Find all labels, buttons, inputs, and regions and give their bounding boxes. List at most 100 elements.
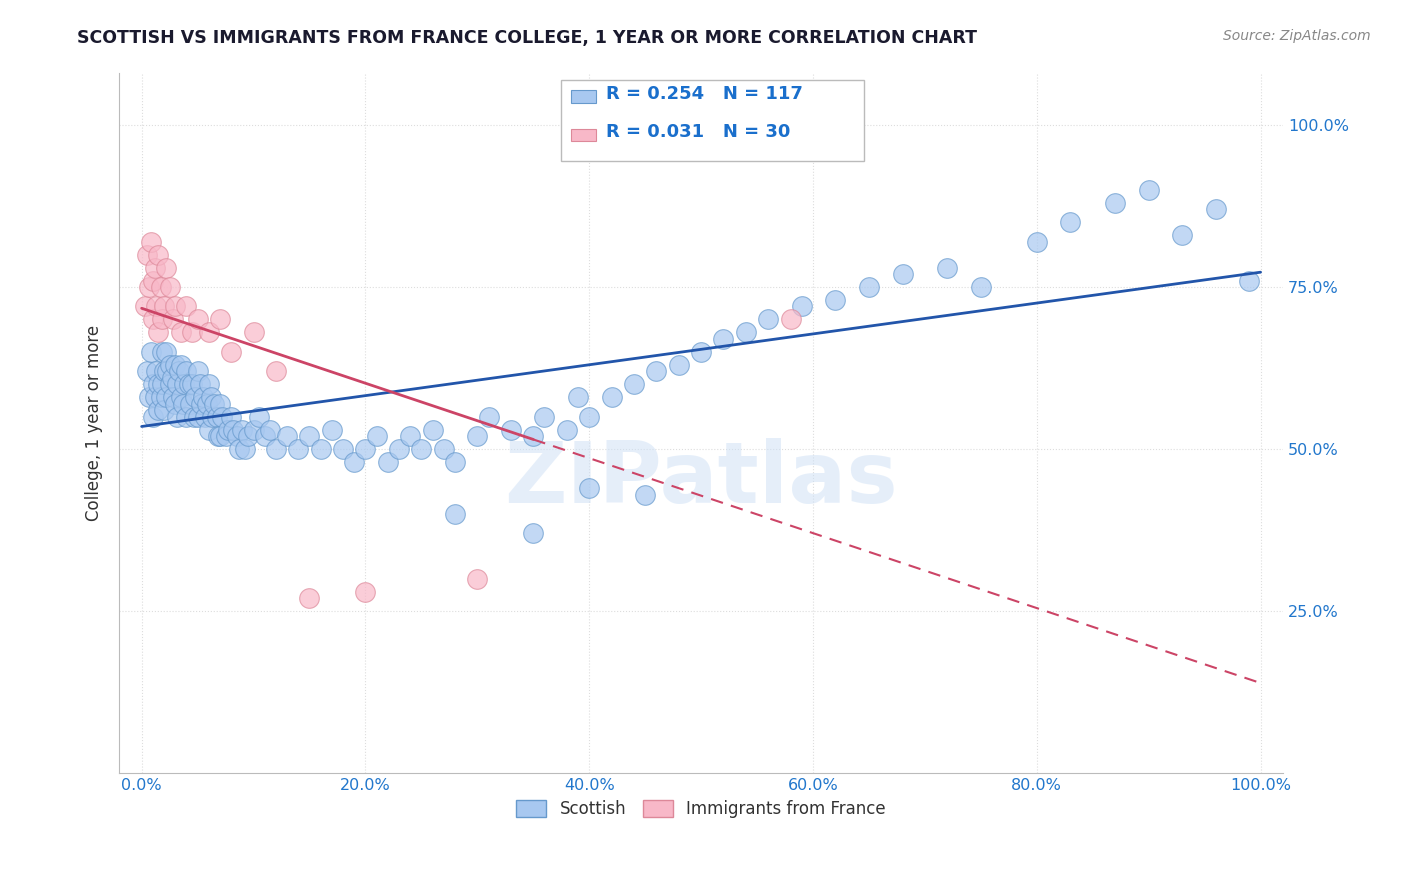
Point xyxy=(142,377,165,392)
Point xyxy=(713,332,735,346)
Point xyxy=(162,390,184,404)
Point xyxy=(522,429,544,443)
Point xyxy=(1171,228,1194,243)
Point xyxy=(134,300,156,314)
Point xyxy=(193,390,215,404)
Point xyxy=(399,429,422,443)
Point xyxy=(170,326,193,340)
Point xyxy=(465,429,488,443)
Point xyxy=(211,409,233,424)
Point xyxy=(343,455,366,469)
Point xyxy=(153,300,176,314)
Point xyxy=(167,364,190,378)
Point xyxy=(149,280,172,294)
Point xyxy=(1025,235,1047,249)
Point xyxy=(242,326,264,340)
Point xyxy=(287,442,309,457)
Point xyxy=(155,260,177,275)
Point xyxy=(172,397,194,411)
Point xyxy=(142,273,165,287)
Point xyxy=(222,423,245,437)
Point xyxy=(208,312,231,326)
Point xyxy=(533,409,555,424)
Point xyxy=(1137,183,1160,197)
Point xyxy=(188,377,211,392)
Point xyxy=(298,591,321,606)
Point xyxy=(936,260,959,275)
Point xyxy=(555,423,578,437)
Point xyxy=(1239,273,1261,287)
Point xyxy=(1104,195,1126,210)
Point xyxy=(138,390,160,404)
Point xyxy=(756,312,779,326)
Point xyxy=(150,312,173,326)
Point xyxy=(411,442,433,457)
Point xyxy=(1205,202,1227,217)
Text: ZIPatlas: ZIPatlas xyxy=(505,438,898,521)
Point xyxy=(264,442,287,457)
Point xyxy=(567,390,589,404)
Point xyxy=(142,409,165,424)
Point xyxy=(149,390,172,404)
Point xyxy=(145,364,167,378)
Point xyxy=(645,364,668,378)
Point xyxy=(214,429,236,443)
FancyBboxPatch shape xyxy=(571,90,596,103)
Point xyxy=(200,390,222,404)
FancyBboxPatch shape xyxy=(561,80,865,161)
Point xyxy=(187,409,209,424)
Point xyxy=(578,409,600,424)
Point xyxy=(309,442,332,457)
Point xyxy=(153,364,176,378)
Point xyxy=(202,397,225,411)
Point xyxy=(858,280,880,294)
Point xyxy=(181,377,204,392)
Point xyxy=(465,572,488,586)
Point xyxy=(165,300,187,314)
Point xyxy=(166,377,188,392)
Point xyxy=(253,429,276,443)
Point xyxy=(422,423,444,437)
Text: Source: ZipAtlas.com: Source: ZipAtlas.com xyxy=(1223,29,1371,43)
Point xyxy=(143,390,166,404)
Point xyxy=(208,429,231,443)
Point xyxy=(259,423,281,437)
Point xyxy=(150,377,173,392)
Text: R = 0.254   N = 117: R = 0.254 N = 117 xyxy=(606,85,803,103)
Point xyxy=(197,377,219,392)
Point xyxy=(150,344,173,359)
Point xyxy=(578,481,600,495)
Point xyxy=(160,371,183,385)
Point xyxy=(891,267,914,281)
Point xyxy=(181,326,204,340)
Point xyxy=(354,584,377,599)
Point xyxy=(217,423,239,437)
Point xyxy=(790,300,813,314)
Point xyxy=(179,397,201,411)
Point xyxy=(187,364,209,378)
Point xyxy=(208,397,231,411)
Text: R = 0.031   N = 30: R = 0.031 N = 30 xyxy=(606,123,790,141)
Point xyxy=(138,280,160,294)
Point xyxy=(165,397,187,411)
Point xyxy=(176,409,198,424)
Point xyxy=(321,423,343,437)
Point xyxy=(197,326,219,340)
Point xyxy=(377,455,399,469)
Point xyxy=(155,344,177,359)
Point xyxy=(634,487,657,501)
Point xyxy=(276,429,298,443)
Point xyxy=(444,507,467,521)
Point xyxy=(477,409,499,424)
Point xyxy=(600,390,623,404)
Point xyxy=(332,442,354,457)
Point xyxy=(136,247,159,261)
Point xyxy=(219,344,242,359)
Point xyxy=(205,409,228,424)
Point xyxy=(142,312,165,326)
Point xyxy=(195,397,218,411)
Point xyxy=(170,390,193,404)
Point xyxy=(225,429,247,443)
Point xyxy=(159,377,181,392)
Point xyxy=(388,442,411,457)
